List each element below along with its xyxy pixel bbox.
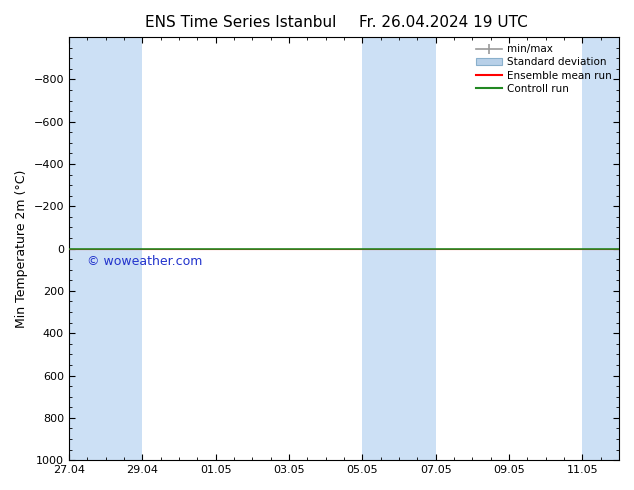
Bar <box>582 37 619 460</box>
Y-axis label: Min Temperature 2m (°C): Min Temperature 2m (°C) <box>15 170 28 328</box>
Text: © woweather.com: © woweather.com <box>87 255 203 268</box>
Bar <box>362 37 436 460</box>
Text: ENS Time Series Istanbul: ENS Time Series Istanbul <box>145 15 337 30</box>
Legend: min/max, Standard deviation, Ensemble mean run, Controll run: min/max, Standard deviation, Ensemble me… <box>472 40 616 98</box>
Bar <box>69 37 142 460</box>
Text: Fr. 26.04.2024 19 UTC: Fr. 26.04.2024 19 UTC <box>359 15 528 30</box>
